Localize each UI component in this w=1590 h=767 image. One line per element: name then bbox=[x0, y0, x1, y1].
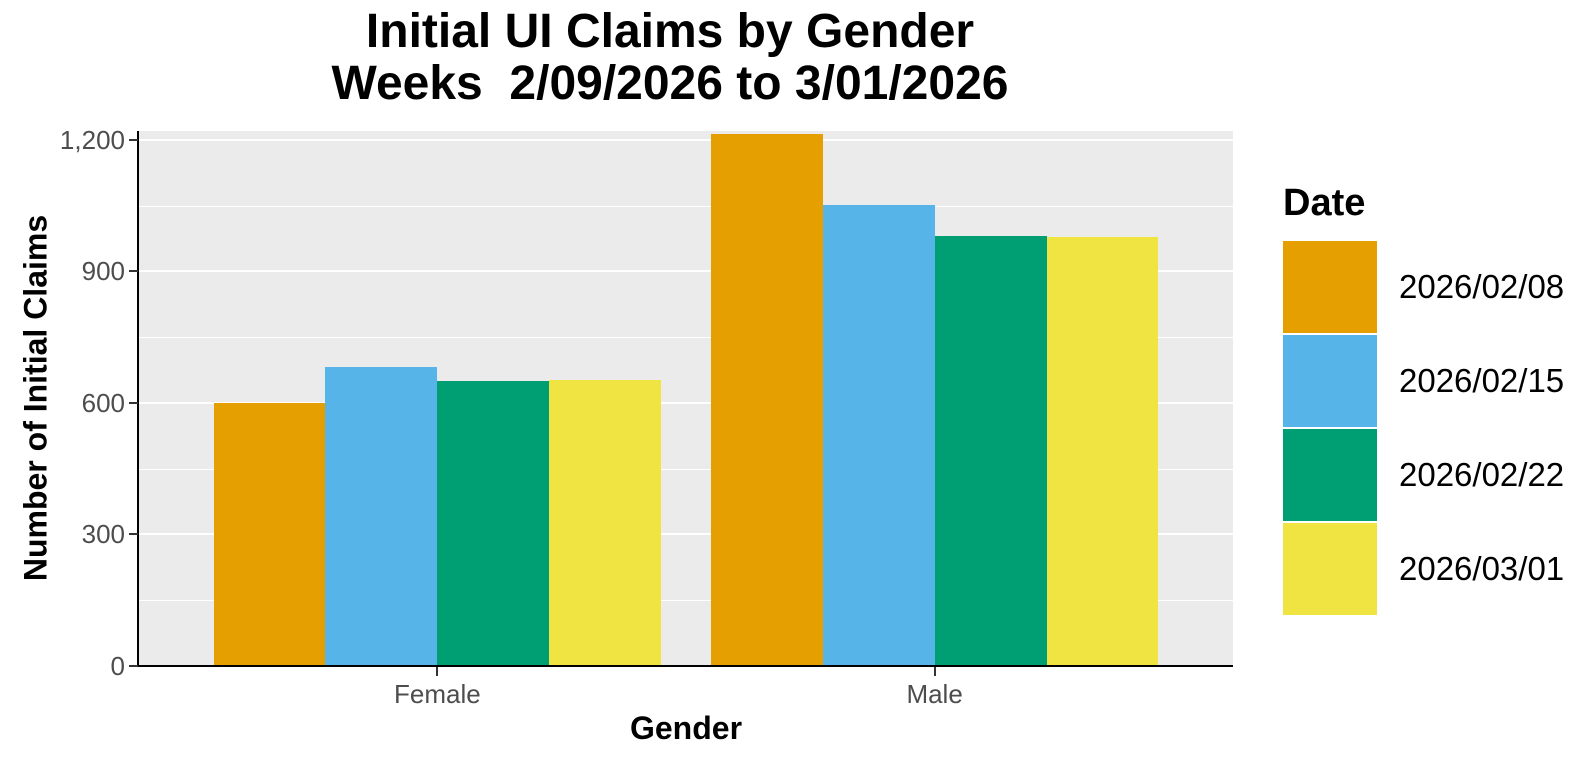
y-tick-label: 1,200 bbox=[59, 124, 125, 155]
legend: Date 2026/02/08 2026/02/15 2026/02/22 2026/… bbox=[1283, 182, 1564, 615]
legend-key-swatch bbox=[1283, 429, 1377, 521]
legend-key-swatch bbox=[1283, 523, 1377, 615]
gridline-major bbox=[139, 401, 1233, 404]
y-tick bbox=[129, 665, 138, 667]
bar-male-2026-02-08 bbox=[710, 133, 823, 666]
x-axis-line bbox=[139, 665, 1233, 667]
y-tick-label: 900 bbox=[81, 256, 125, 287]
y-tick-label: 300 bbox=[81, 519, 125, 550]
x-tick bbox=[436, 667, 439, 676]
gridline-major bbox=[139, 533, 1233, 536]
bar-female-2026-03-01 bbox=[549, 380, 662, 666]
legend-entries: 2026/02/08 2026/02/15 2026/02/22 2026/03/01 bbox=[1283, 241, 1564, 615]
y-axis-line bbox=[137, 131, 139, 667]
gridline-major bbox=[139, 138, 1233, 141]
x-axis-title: Gender bbox=[629, 710, 743, 746]
gridline-minor bbox=[139, 205, 1233, 207]
legend-key-swatch bbox=[1283, 335, 1377, 427]
legend-row: 2026/02/22 bbox=[1283, 429, 1564, 521]
x-tick-label: Female bbox=[394, 679, 481, 709]
legend-label: 2026/02/15 bbox=[1399, 362, 1565, 399]
legend-key-swatch bbox=[1283, 241, 1377, 333]
bar-female-2026-02-15 bbox=[325, 366, 438, 666]
y-tick bbox=[129, 270, 138, 273]
legend-label: 2026/03/01 bbox=[1399, 550, 1565, 587]
gridline-minor bbox=[139, 337, 1233, 339]
x-tick-label: Male bbox=[906, 679, 963, 709]
gridline-minor bbox=[139, 468, 1233, 470]
y-tick-label: 0 bbox=[110, 651, 125, 681]
bar-male-2026-03-01 bbox=[1046, 237, 1159, 666]
y-tick bbox=[129, 533, 138, 536]
legend-row: 2026/02/15 bbox=[1283, 335, 1564, 427]
bar-female-2026-02-22 bbox=[437, 380, 550, 666]
chart-title-block: Initial UI Claims by Gender Weeks 2/09/2… bbox=[40, 6, 1300, 110]
y-tick bbox=[129, 401, 138, 404]
legend-row: 2026/03/01 bbox=[1283, 523, 1564, 615]
gridline-minor bbox=[139, 600, 1233, 602]
legend-row: 2026/02/08 bbox=[1283, 241, 1564, 333]
chart-subtitle: Weeks 2/09/2026 to 3/01/2026 bbox=[331, 57, 1009, 110]
gridline-major bbox=[139, 270, 1233, 273]
chart-title: Initial UI Claims by Gender bbox=[365, 5, 975, 58]
plot-panel bbox=[139, 131, 1233, 666]
legend-label: 2026/02/22 bbox=[1399, 456, 1565, 493]
x-tick bbox=[933, 667, 936, 676]
legend-title: Date bbox=[1283, 182, 1366, 224]
y-tick bbox=[129, 138, 138, 141]
legend-label: 2026/02/08 bbox=[1399, 268, 1565, 305]
bar-male-2026-02-15 bbox=[822, 204, 935, 666]
bar-female-2026-02-08 bbox=[213, 402, 326, 666]
y-tick-label: 600 bbox=[81, 387, 125, 418]
bar-male-2026-02-22 bbox=[934, 236, 1047, 666]
